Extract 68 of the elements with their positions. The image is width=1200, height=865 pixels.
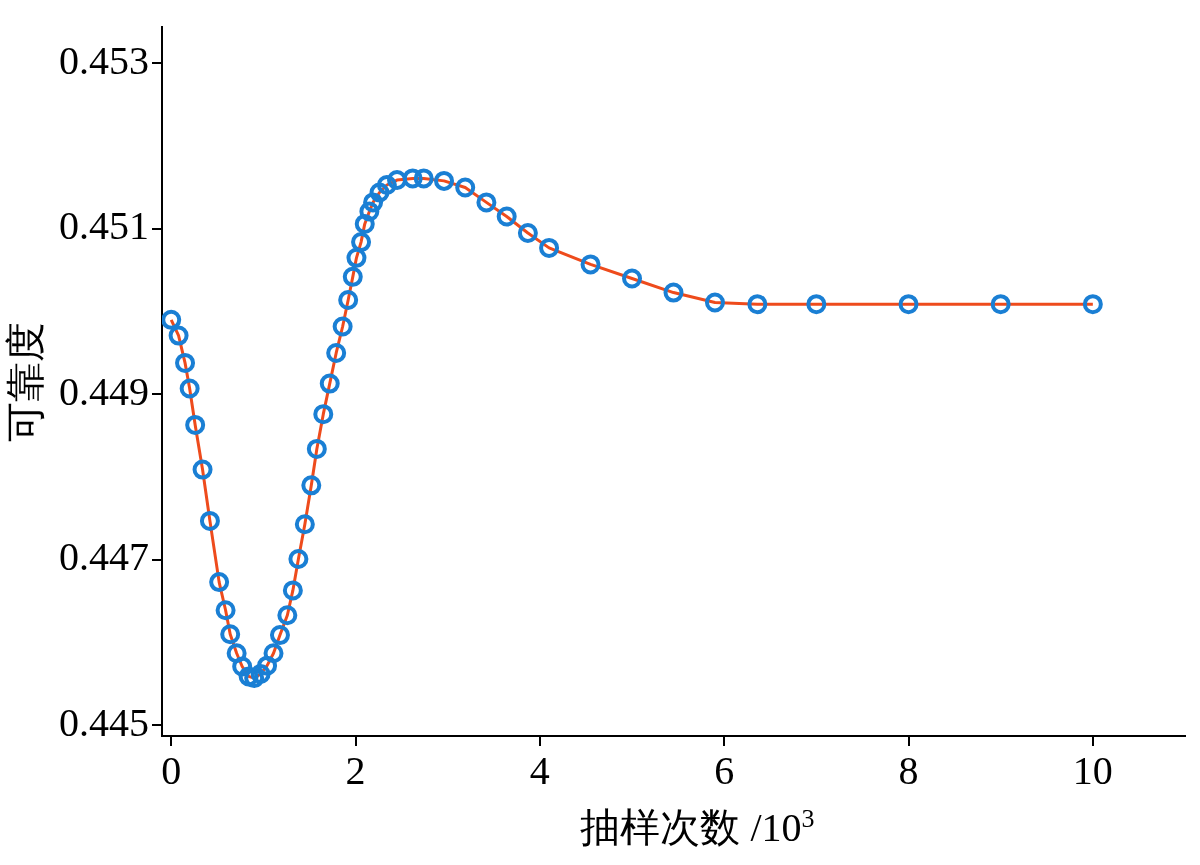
point <box>232 656 253 677</box>
point <box>806 294 827 315</box>
point <box>162 309 182 330</box>
x-tick-label: 10 <box>1072 747 1113 793</box>
point <box>663 282 684 303</box>
point <box>288 548 309 569</box>
point <box>346 247 367 268</box>
x-tick-label: 6 <box>714 747 735 793</box>
point <box>1082 294 1103 315</box>
point <box>539 237 560 258</box>
point <box>476 192 497 213</box>
point <box>376 175 397 196</box>
point <box>244 668 265 689</box>
point <box>199 510 220 531</box>
y-axis-title: 可靠度 <box>2 321 48 442</box>
point <box>496 206 517 227</box>
point <box>517 223 538 243</box>
point <box>319 373 340 394</box>
point <box>215 600 236 621</box>
point <box>747 294 768 315</box>
point <box>434 170 455 191</box>
point <box>342 266 363 287</box>
point <box>990 294 1011 315</box>
point <box>257 655 278 676</box>
x-tick-label: 8 <box>898 747 919 793</box>
point <box>168 325 189 346</box>
x-tick-label: 4 <box>529 747 550 793</box>
y-tick-label: 0.453 <box>59 37 149 83</box>
x-tick-label: 0 <box>161 747 182 793</box>
point <box>363 192 384 213</box>
point <box>185 414 206 435</box>
point <box>387 170 408 191</box>
point <box>269 625 290 646</box>
point <box>369 182 390 203</box>
point <box>301 475 322 496</box>
point <box>179 378 200 399</box>
point <box>402 168 423 189</box>
point <box>282 580 303 601</box>
x-tick-label: 2 <box>345 747 366 793</box>
point <box>263 643 284 664</box>
point <box>359 201 380 222</box>
point <box>238 666 259 687</box>
point <box>313 404 334 425</box>
point <box>351 232 372 253</box>
point <box>413 168 434 189</box>
point <box>209 572 230 593</box>
y-tick-label: 0.447 <box>59 534 149 580</box>
point <box>175 352 196 373</box>
point <box>192 459 213 480</box>
point <box>277 605 298 626</box>
y-tick-label: 0.451 <box>59 203 149 249</box>
point <box>622 268 643 289</box>
point <box>250 663 271 684</box>
y-tick-label: 0.445 <box>59 699 149 745</box>
point <box>354 213 375 234</box>
point <box>898 294 919 315</box>
point <box>338 290 359 311</box>
x-axis-title: 抽样次数 /10$^{3}$ <box>579 802 816 852</box>
point <box>306 438 327 459</box>
point <box>455 177 476 198</box>
y-tick-label: 0.449 <box>59 368 149 414</box>
point <box>294 514 315 535</box>
point <box>326 342 347 363</box>
point <box>580 254 601 275</box>
point <box>704 292 725 313</box>
point <box>332 316 353 337</box>
point <box>220 624 241 645</box>
point <box>226 643 247 664</box>
